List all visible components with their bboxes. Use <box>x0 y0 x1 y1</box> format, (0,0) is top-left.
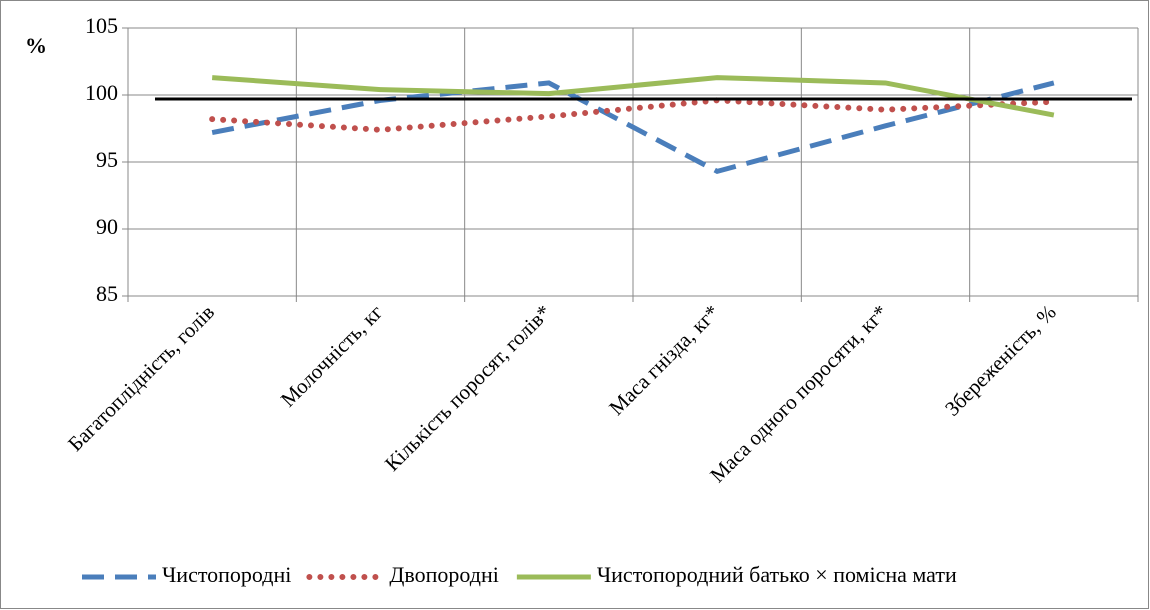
y-tick-label: 105 <box>85 13 118 38</box>
series-line <box>211 75 1055 118</box>
legend-label: Двопородні <box>389 562 498 587</box>
series-line <box>209 97 1057 133</box>
y-tick-label: 100 <box>85 80 118 105</box>
y-tick-label: 90 <box>96 214 118 239</box>
y-tick-label: 95 <box>96 147 118 172</box>
y-axis-label: % <box>25 33 47 58</box>
legend-label: Чистопородні <box>162 562 291 587</box>
y-tick-label: 85 <box>96 281 118 306</box>
legend-label: Чистопородний батько × помісна мати <box>597 562 957 587</box>
series-line <box>211 80 1055 175</box>
